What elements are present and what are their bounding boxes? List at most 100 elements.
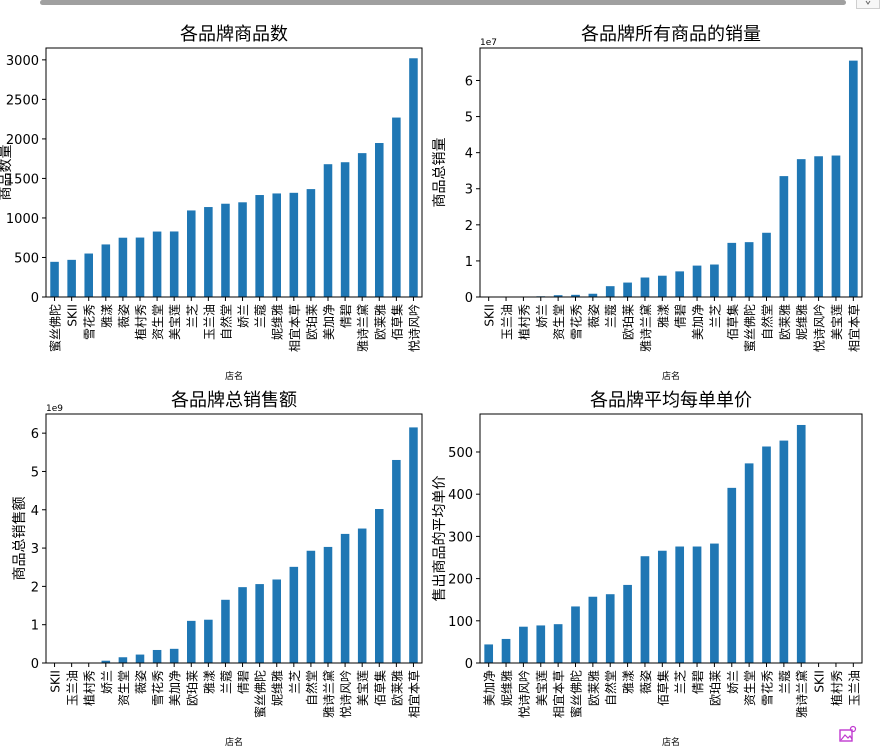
y-tick-label: 400 — [448, 488, 473, 503]
bar-19 — [357, 153, 367, 297]
bar-13 — [692, 546, 702, 663]
bar-10 — [204, 207, 213, 297]
x-tick-label: 欧珀莱 — [305, 304, 319, 340]
x-tick-label: 相宜本草 — [287, 304, 302, 352]
x-tick-label: 兰蔻 — [219, 670, 233, 694]
y-tick-label: 300 — [448, 530, 473, 545]
bar-18 — [340, 533, 350, 663]
bar-20 — [375, 143, 384, 297]
x-tick-label: 蜜丝佛陀 — [742, 304, 757, 352]
x-tick-label: 倩碧 — [237, 670, 251, 694]
x-tick-label: 相宜本草 — [406, 670, 421, 718]
x-tick-label: 佰草集 — [655, 670, 670, 706]
x-tick-label: 自然堂 — [304, 670, 319, 706]
axes-frame — [479, 47, 863, 298]
y-tick-label: 2500 — [6, 93, 39, 108]
x-tick-label: 薇姿 — [134, 670, 148, 694]
y-tick-label: 2000 — [6, 133, 39, 148]
bar-19 — [796, 424, 806, 663]
y-tick-label: 500 — [448, 446, 473, 461]
bar-7 — [152, 231, 162, 297]
x-tick-label: 雪花秀 — [569, 304, 584, 340]
x-tick-label: 娇兰 — [237, 304, 251, 328]
x-tick-label: 悦诗风吟 — [406, 304, 421, 352]
chart-title: 各品牌所有商品的销量 — [581, 24, 761, 45]
bar-6 — [135, 237, 145, 297]
bar-2 — [501, 638, 511, 663]
y-tick-label: 5 — [31, 465, 39, 480]
x-tick-label: 玉兰油 — [202, 304, 216, 340]
x-axis-label: 店名 — [662, 736, 680, 748]
bar-4 — [101, 660, 111, 663]
image-edit-icon[interactable] — [838, 725, 858, 745]
bar-1 — [50, 261, 59, 297]
bar-15 — [289, 192, 299, 297]
x-tick-label: 美加净 — [691, 304, 705, 340]
x-tick-label: 欧莱雅 — [389, 670, 404, 706]
x-tick-label: SKII — [66, 304, 80, 327]
x-tick-label: 资生堂 — [552, 304, 566, 340]
bar-18 — [340, 162, 350, 297]
bar-15 — [727, 487, 737, 663]
bar-17 — [762, 232, 771, 297]
x-tick-label: 雅漾 — [201, 670, 216, 694]
bar-13 — [255, 195, 264, 297]
bar-5 — [553, 624, 563, 663]
x-tick-label: 雅诗兰黛 — [321, 670, 336, 718]
x-tick-label: 兰蔻 — [778, 670, 792, 694]
bar-6 — [571, 606, 580, 663]
x-tick-label: 悦诗风吟 — [338, 670, 353, 718]
axis-exponent-label: 1e9 — [46, 404, 63, 414]
x-tick-label: 雅漾 — [99, 304, 114, 328]
bar-12 — [675, 546, 685, 663]
x-tick-label: 欧珀莱 — [708, 670, 722, 706]
bar-9 — [623, 584, 632, 663]
bar-9 — [187, 210, 196, 297]
y-tick-label: 3 — [465, 183, 473, 198]
bar-9 — [623, 282, 632, 297]
x-tick-label: 自然堂 — [218, 304, 233, 340]
x-tick-label: 雅诗兰黛 — [794, 670, 809, 718]
y-axis-label: 商品总销量 — [432, 138, 448, 208]
axes-frame — [479, 413, 863, 664]
y-tick-label: 1 — [31, 619, 39, 634]
x-tick-label: 佰草集 — [389, 304, 404, 340]
bar-10 — [640, 556, 650, 663]
x-axis-label: 店名 — [225, 736, 243, 748]
bar-17 — [323, 546, 333, 663]
bar-11 — [657, 275, 667, 297]
y-tick-label: 2 — [31, 580, 39, 595]
bar-3 — [84, 253, 93, 297]
bar-12 — [238, 587, 247, 663]
chart-title: 各品牌总销售额 — [171, 390, 297, 411]
bar-10 — [204, 619, 213, 663]
y-tick-label: 200 — [448, 573, 473, 588]
x-tick-label: 雅漾 — [621, 670, 636, 694]
y-tick-label: 1500 — [6, 172, 39, 187]
x-tick-label: 欧莱雅 — [586, 670, 601, 706]
axis-exponent-label: 1e7 — [480, 38, 497, 48]
bar-2 — [67, 259, 76, 297]
x-tick-label: 植村秀 — [133, 304, 148, 340]
x-tick-label: 美加净 — [483, 670, 497, 706]
bar-14 — [272, 193, 281, 297]
corner-button[interactable] — [856, 0, 880, 9]
x-tick-label: 资生堂 — [151, 304, 165, 340]
horizontal-scrollbar-thumb[interactable] — [40, 0, 846, 5]
bar-10 — [640, 277, 650, 297]
y-tick-label: 5 — [465, 111, 473, 126]
x-tick-label: 玉兰油 — [66, 670, 80, 706]
bar-5 — [118, 657, 128, 663]
x-tick-label: 佰草集 — [372, 670, 387, 706]
y-tick-label: 3000 — [6, 54, 39, 69]
bar-6 — [135, 654, 145, 663]
chart-title: 各品牌商品数 — [180, 24, 288, 45]
bar-20 — [814, 156, 823, 297]
y-tick-label: 0 — [31, 657, 39, 672]
x-tick-label: 植村秀 — [82, 670, 97, 706]
bar-22 — [409, 58, 418, 298]
x-tick-label: 资生堂 — [743, 670, 757, 706]
y-tick-label: 1 — [465, 255, 473, 270]
x-tick-label: 美宝莲 — [535, 670, 549, 706]
y-tick-label: 2 — [465, 219, 473, 234]
